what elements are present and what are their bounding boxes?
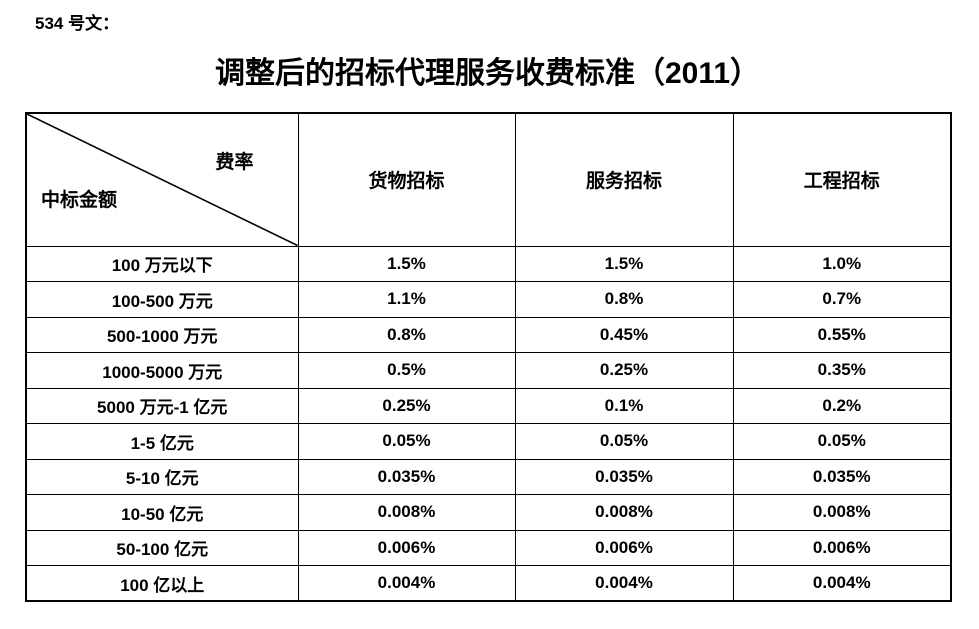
rate-cell: 0.8% <box>514 281 734 318</box>
table-row: 1000-5000 万元 0.5% 0.25% 0.35% <box>25 352 952 389</box>
rate-cell: 1.0% <box>732 245 952 282</box>
rate-cell: 0.006% <box>732 529 952 566</box>
row-label: 10-50 亿元 <box>25 494 299 531</box>
table-row: 100-500 万元 1.1% 0.8% 0.7% <box>25 281 952 318</box>
rate-cell: 1.1% <box>297 281 516 318</box>
table-row: 50-100 亿元 0.006% 0.006% 0.006% <box>25 529 952 566</box>
corner-label-rate: 费率 <box>215 152 254 173</box>
diagonal-divider-line <box>27 114 298 246</box>
row-label: 5000 万元-1 亿元 <box>25 387 299 424</box>
rate-cell: 0.035% <box>297 458 516 495</box>
row-label: 100 亿以上 <box>25 565 299 602</box>
table-row: 5-10 亿元 0.035% 0.035% 0.035% <box>25 458 952 495</box>
column-header-engineering: 工程招标 <box>732 112 952 247</box>
rate-cell: 0.25% <box>514 352 734 389</box>
rate-cell: 0.035% <box>514 458 734 495</box>
column-header-services: 服务招标 <box>514 112 734 247</box>
row-label: 100 万元以下 <box>25 245 299 282</box>
rate-cell: 0.1% <box>514 387 734 424</box>
rate-cell: 0.55% <box>732 316 952 353</box>
row-label: 1000-5000 万元 <box>25 352 299 389</box>
row-label: 5-10 亿元 <box>25 458 299 495</box>
rate-cell: 0.5% <box>297 352 516 389</box>
rate-cell: 1.5% <box>297 245 516 282</box>
doc-number-label: 534 号文： <box>35 14 120 33</box>
rate-cell: 0.008% <box>514 494 734 531</box>
table-row: 10-50 亿元 0.008% 0.008% 0.008% <box>25 494 952 531</box>
row-label: 100-500 万元 <box>25 281 299 318</box>
rate-cell: 0.006% <box>297 529 516 566</box>
fee-rate-table: 费率 中标金额 货物招标 服务招标 工程招标 100 万元以下 1.5% 1.5… <box>25 112 952 602</box>
table-row: 5000 万元-1 亿元 0.25% 0.1% 0.2% <box>25 387 952 424</box>
table-row: 1-5 亿元 0.05% 0.05% 0.05% <box>25 423 952 460</box>
rate-cell: 0.004% <box>514 565 734 602</box>
corner-header-cell: 费率 中标金额 <box>25 112 299 247</box>
row-label: 1-5 亿元 <box>25 423 299 460</box>
rate-cell: 1.5% <box>514 245 734 282</box>
rate-cell: 0.2% <box>732 387 952 424</box>
table-row: 100 亿以上 0.004% 0.004% 0.004% <box>25 565 952 602</box>
row-label: 500-1000 万元 <box>25 316 299 353</box>
table-row: 100 万元以下 1.5% 1.5% 1.0% <box>25 245 952 282</box>
rate-cell: 0.05% <box>514 423 734 460</box>
rate-cell: 0.05% <box>732 423 952 460</box>
rate-cell: 0.006% <box>514 529 734 566</box>
rate-cell: 0.7% <box>732 281 952 318</box>
column-header-goods: 货物招标 <box>297 112 516 247</box>
table-row: 500-1000 万元 0.8% 0.45% 0.55% <box>25 316 952 353</box>
rate-cell: 0.004% <box>297 565 516 602</box>
rate-cell: 0.035% <box>732 458 952 495</box>
rate-cell: 0.45% <box>514 316 734 353</box>
page-title: 调整后的招标代理服务收费标准（2011） <box>214 57 761 90</box>
row-label: 50-100 亿元 <box>25 529 299 566</box>
rate-cell: 0.05% <box>297 423 516 460</box>
rate-cell: 0.004% <box>732 565 952 602</box>
rate-cell: 0.8% <box>297 316 516 353</box>
header-row: 费率 中标金额 货物招标 服务招标 工程招标 <box>25 112 952 247</box>
rate-cell: 0.008% <box>732 494 952 531</box>
rate-cell: 0.008% <box>297 494 516 531</box>
corner-label-amount: 中标金额 <box>41 189 118 211</box>
rate-cell: 0.35% <box>732 352 952 389</box>
rate-cell: 0.25% <box>297 387 516 424</box>
